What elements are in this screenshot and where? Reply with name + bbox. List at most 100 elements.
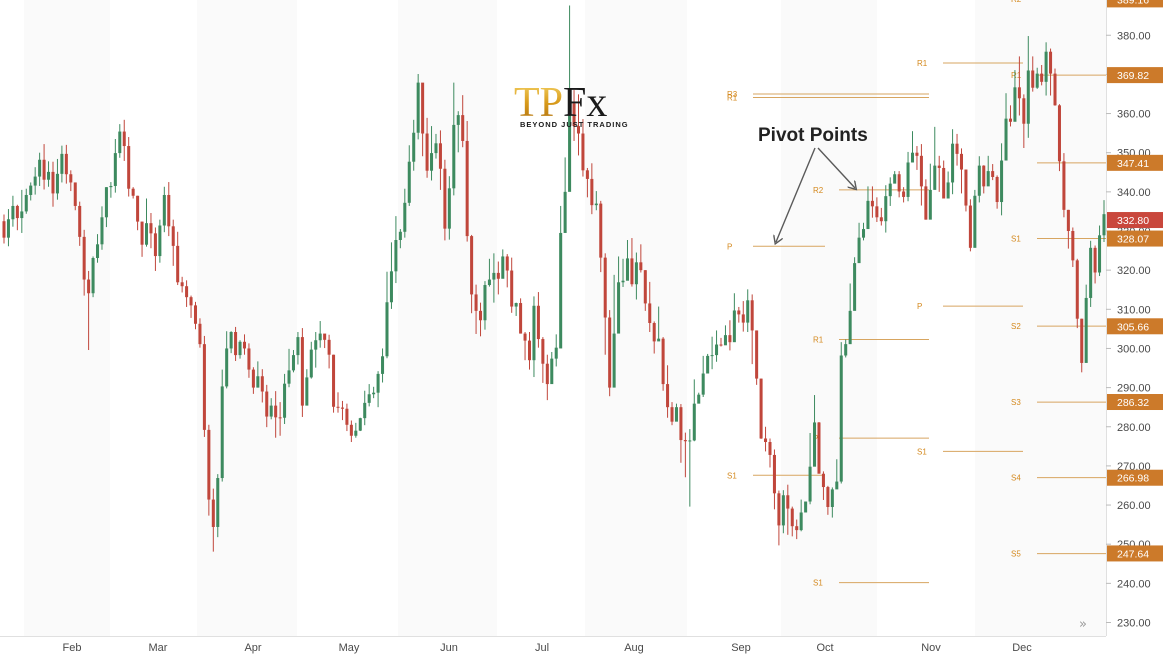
y-tick-label: 260.00: [1117, 500, 1151, 512]
price-label-text: 389.16: [1117, 0, 1149, 6]
candle-body-down: [523, 333, 527, 341]
candle-body-up: [1102, 214, 1106, 236]
candle: [385, 271, 389, 359]
candle-body-up: [514, 303, 518, 307]
candle-body-up: [492, 272, 496, 280]
candle: [888, 177, 892, 206]
candle-body-down: [438, 143, 442, 169]
scroll-to-latest-button[interactable]: »: [1079, 617, 1087, 632]
candle-body-down: [728, 335, 732, 343]
candle-body-down: [790, 508, 794, 527]
price-label-bg: [1107, 318, 1163, 335]
candle: [844, 339, 848, 358]
candle-body-up: [946, 182, 950, 199]
candle: [719, 337, 723, 347]
candle: [318, 321, 322, 348]
price-label-bg: [1107, 469, 1163, 486]
candle-body-up: [715, 344, 719, 356]
candle-body-up: [532, 305, 536, 361]
candle-body-down: [323, 333, 327, 340]
candle-body-up: [305, 377, 309, 406]
candle: [340, 400, 344, 421]
candle: [131, 187, 135, 199]
candle-body-down: [576, 126, 581, 134]
candle: [118, 124, 122, 158]
candle: [91, 256, 95, 298]
candle-body-up: [692, 403, 696, 441]
candle-body-up: [318, 333, 322, 341]
candle-body-up: [1089, 247, 1093, 298]
candle-body-down: [536, 305, 540, 340]
candle-body-up: [20, 211, 24, 219]
pivot-label-r1: R1: [917, 59, 928, 68]
candle-body-up: [804, 501, 808, 513]
candle: [772, 449, 776, 510]
x-tick-label-may: May: [339, 642, 360, 654]
candle: [715, 330, 719, 362]
candle: [906, 151, 910, 202]
annotation-arrow-left: [776, 147, 816, 242]
price-label-current: 332.80: [1107, 212, 1163, 229]
candle: [1084, 284, 1088, 363]
candle-body-down: [826, 487, 830, 508]
candle: [140, 221, 144, 257]
price-label-bg: [1107, 394, 1163, 411]
candle: [136, 195, 140, 231]
candle-body-down: [1031, 70, 1035, 88]
candle: [47, 161, 51, 187]
candle-body-up: [11, 205, 15, 220]
candle-body-up: [1035, 73, 1039, 88]
candle: [977, 156, 981, 203]
candle: [942, 160, 946, 199]
candle-body-down: [479, 310, 483, 321]
candle-body-down: [69, 174, 73, 183]
candle-body-up: [857, 237, 861, 264]
candle-body-down: [193, 305, 198, 324]
candle-body-up: [430, 153, 434, 171]
candle: [461, 95, 465, 148]
candle: [1026, 36, 1030, 138]
candle-body-down: [234, 332, 238, 356]
candle-body-down: [171, 226, 175, 246]
candle: [82, 229, 86, 296]
candle: [501, 249, 505, 279]
candle-body-up: [456, 115, 460, 125]
candle-body-down: [968, 205, 972, 248]
candle: [897, 171, 901, 198]
candle-body-up: [291, 355, 295, 371]
candle-body-down: [1093, 247, 1097, 273]
candle-body-down: [643, 270, 647, 304]
candle-body-down: [581, 133, 585, 171]
y-tick-label: 280.00: [1117, 422, 1151, 434]
candle-body-down: [510, 270, 514, 307]
candle: [434, 133, 438, 159]
candle-body-down: [590, 178, 594, 206]
candle-body-down: [189, 297, 193, 306]
candle-body-up: [113, 153, 117, 186]
candle: [862, 222, 866, 241]
candle: [688, 429, 692, 507]
price-label-level: 247.64: [1107, 545, 1163, 562]
candle: [639, 244, 643, 273]
candle-body-down: [741, 314, 745, 323]
candle: [180, 276, 184, 293]
candle-body-down: [198, 323, 202, 345]
candle-body-up: [625, 258, 629, 281]
candle-body-down: [242, 341, 246, 349]
candle-body-up: [398, 231, 402, 241]
candles: [2, 5, 1106, 552]
candle: [247, 343, 251, 378]
logo-gold-text: TP: [514, 80, 563, 126]
candle-body-up: [216, 478, 220, 527]
candle: [20, 189, 24, 233]
price-label-text: 247.64: [1117, 548, 1149, 560]
candle-body-up: [986, 171, 990, 187]
candle: [657, 306, 661, 342]
candle: [349, 420, 353, 443]
candle: [1053, 68, 1057, 106]
price-label-text: 286.32: [1117, 397, 1149, 409]
candle-body-down: [64, 153, 68, 175]
candle: [621, 258, 625, 287]
candle: [599, 200, 603, 273]
